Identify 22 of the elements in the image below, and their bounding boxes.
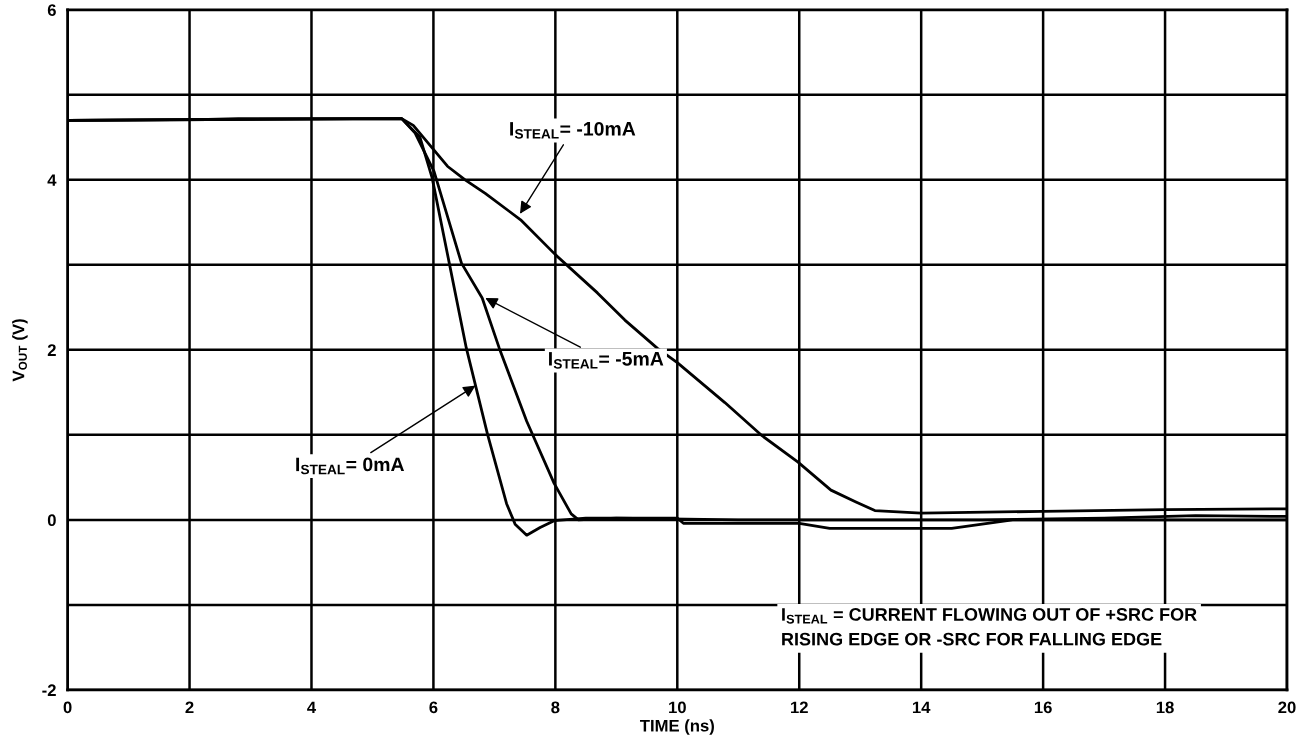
x-tick-label: 0 xyxy=(63,701,72,714)
x-tick-label: 18 xyxy=(1156,701,1174,714)
y-tick-label: 6 xyxy=(47,4,56,17)
x-tick-label: 4 xyxy=(307,701,317,714)
annotation: I$_{STEAL}$= -5mA xyxy=(549,352,664,369)
y-tick-label: 0 xyxy=(47,514,56,527)
x-tick-label: 2 xyxy=(185,701,194,714)
y-tick-label: 2 xyxy=(47,344,56,356)
x-tick-label: 12 xyxy=(791,701,808,714)
annotation: I$_{STEAL}$= -10mA xyxy=(510,121,636,139)
x-tick-label: 8 xyxy=(551,701,560,714)
y-axis-title: V$_{OUT}$ (V) xyxy=(12,319,28,382)
y-tick-label: 4 xyxy=(47,174,57,186)
annotation: I$_{STEAL}$= 0mA xyxy=(296,457,405,475)
x-tick-label: 14 xyxy=(912,701,931,714)
x-tick-label: 6 xyxy=(429,701,438,714)
annotation: I$_{STEAL}$ = CURRENT FLOWING OUT OF +SRC FOR RISING EDGE OR -SRC FOR FALLING EDGE xyxy=(782,608,1197,646)
x-tick-label: 10 xyxy=(669,701,686,714)
y-tick-label: -2 xyxy=(42,684,56,696)
x-tick-label: 20 xyxy=(1278,701,1296,714)
x-tick-label: 16 xyxy=(1034,701,1052,714)
x-axis-title: TIME (ns) xyxy=(639,719,714,735)
